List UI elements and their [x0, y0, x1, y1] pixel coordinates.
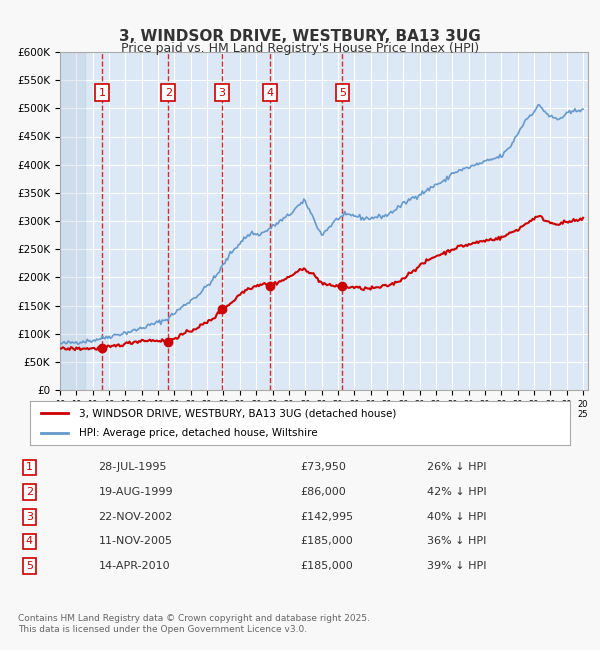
Text: 14-APR-2010: 14-APR-2010	[98, 561, 170, 571]
Text: 19-AUG-1999: 19-AUG-1999	[98, 487, 173, 497]
Text: £142,995: £142,995	[300, 512, 353, 522]
Text: £73,950: £73,950	[300, 462, 346, 473]
Text: 22-NOV-2002: 22-NOV-2002	[98, 512, 173, 522]
Text: 3: 3	[26, 512, 33, 522]
Text: 28-JUL-1995: 28-JUL-1995	[98, 462, 167, 473]
Text: £86,000: £86,000	[300, 487, 346, 497]
Text: 3, WINDSOR DRIVE, WESTBURY, BA13 3UG (detached house): 3, WINDSOR DRIVE, WESTBURY, BA13 3UG (de…	[79, 408, 396, 419]
Text: 3, WINDSOR DRIVE, WESTBURY, BA13 3UG: 3, WINDSOR DRIVE, WESTBURY, BA13 3UG	[119, 29, 481, 44]
Text: 11-NOV-2005: 11-NOV-2005	[98, 536, 172, 547]
Text: 40% ↓ HPI: 40% ↓ HPI	[427, 512, 486, 522]
Text: 5: 5	[26, 561, 33, 571]
Text: Price paid vs. HM Land Registry's House Price Index (HPI): Price paid vs. HM Land Registry's House …	[121, 42, 479, 55]
Text: 39% ↓ HPI: 39% ↓ HPI	[427, 561, 486, 571]
Text: 42% ↓ HPI: 42% ↓ HPI	[427, 487, 487, 497]
Text: 5: 5	[339, 88, 346, 97]
Text: 2: 2	[165, 88, 172, 97]
Text: £185,000: £185,000	[300, 561, 353, 571]
Text: £185,000: £185,000	[300, 536, 353, 547]
Text: 36% ↓ HPI: 36% ↓ HPI	[427, 536, 486, 547]
Text: 1: 1	[26, 462, 33, 473]
Bar	[60, 52, 85, 390]
Text: 4: 4	[26, 536, 33, 547]
Text: Contains HM Land Registry data © Crown copyright and database right 2025.
This d: Contains HM Land Registry data © Crown c…	[18, 614, 370, 634]
Text: 3: 3	[218, 88, 226, 97]
Text: 4: 4	[267, 88, 274, 97]
Text: HPI: Average price, detached house, Wiltshire: HPI: Average price, detached house, Wilt…	[79, 428, 317, 438]
Text: 26% ↓ HPI: 26% ↓ HPI	[427, 462, 486, 473]
Text: 2: 2	[26, 487, 33, 497]
Text: 1: 1	[98, 88, 106, 97]
